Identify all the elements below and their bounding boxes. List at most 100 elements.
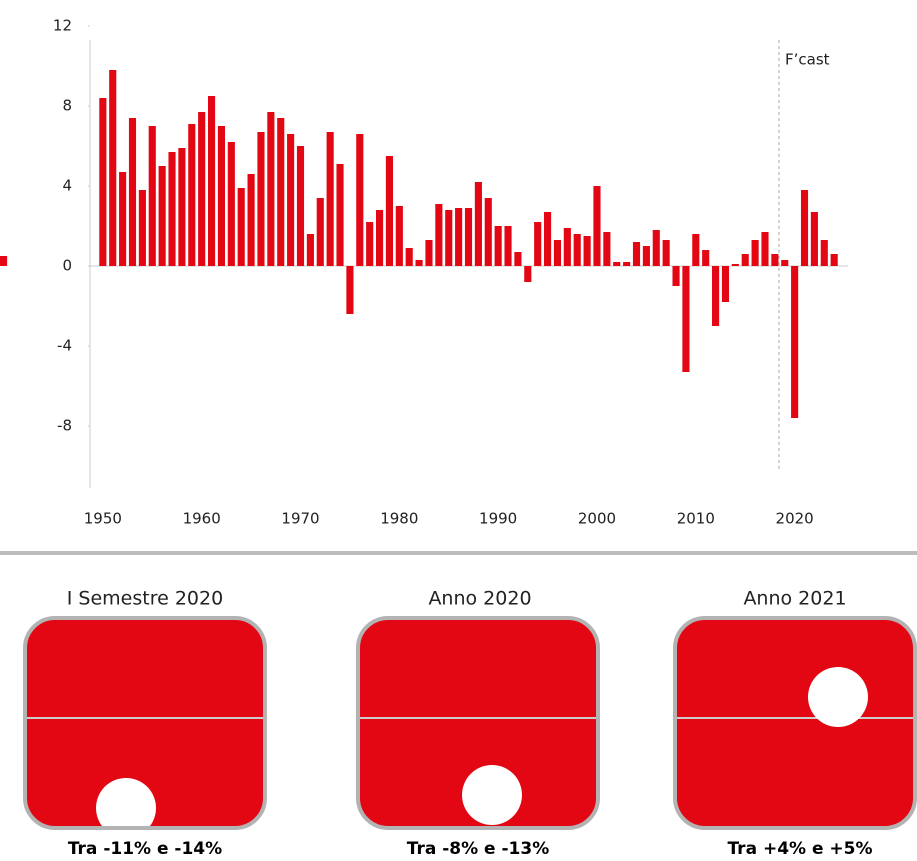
bar [455,208,463,266]
bar [385,156,394,266]
bar [563,228,571,266]
bar [99,98,107,266]
bar [296,146,305,266]
bar [217,126,225,266]
bar [306,234,314,266]
bar [425,240,433,266]
bar [0,256,8,266]
bar [712,266,720,326]
bar [613,262,621,266]
bar [741,254,749,266]
bar [593,186,601,266]
bar [366,222,374,266]
panel-box [673,616,917,830]
bar [642,246,650,266]
bar [464,208,473,266]
x-tick-label: 2010 [677,510,715,528]
panel: I Semestre 2020 Tra -11% e -14% [23,588,267,859]
bar [682,266,690,372]
panel-title: Anno 2020 [428,588,531,610]
bar [227,142,235,266]
bar [504,226,512,266]
x-tick-label: 1970 [281,510,319,528]
bar [267,112,275,266]
bar [474,182,482,266]
panel: Anno 2020 Tra -8% e -13% [356,588,600,859]
bar [800,190,809,266]
panel-title: Anno 2021 [743,588,846,610]
bar [830,254,838,266]
bar [376,210,384,266]
y-tick-label: 0 [62,257,72,275]
x-tick-label: 1960 [183,510,221,528]
bar [623,262,631,266]
bar [188,124,196,266]
bar [761,232,769,266]
bar [553,240,562,266]
bar [781,260,789,266]
bar [148,126,156,266]
x-tick-label: 1980 [380,510,418,528]
bar [435,204,443,266]
bar [128,118,137,266]
bar [573,234,581,266]
bar [544,212,552,266]
x-tick-label: 1990 [479,510,517,528]
panel-box [356,616,600,830]
bar [583,236,591,266]
bar [484,198,492,266]
bar [109,70,117,266]
bar [277,118,285,266]
y-tick-label: 12 [53,17,72,35]
bar [603,232,611,266]
bar [791,266,799,418]
bar [662,240,670,266]
bar [820,240,828,266]
bar [652,230,660,266]
y-tick-label: -8 [57,417,72,435]
bar [198,112,206,266]
bar [336,164,344,266]
bar [721,266,730,302]
bar [702,250,710,266]
bar [445,210,453,266]
panel-label: Tra -8% e -13% [407,839,550,859]
bar [534,222,542,266]
bar [287,134,295,266]
separator [0,551,917,555]
bar [395,206,403,266]
x-tick-label: 2000 [578,510,616,528]
bar [119,172,127,266]
panel-title: I Semestre 2020 [67,588,223,610]
x-tick-label: 2020 [776,510,814,528]
panel: Anno 2021 Tra +4% e +5% [673,588,917,859]
bar [405,248,413,266]
y-tick-label: 8 [62,97,72,115]
bar [356,134,364,266]
panel-label: Tra +4% e +5% [727,839,872,859]
annotation: F’cast [785,51,830,69]
bar [692,234,700,266]
y-tick-label: -4 [57,337,72,355]
bar [168,152,176,266]
bar [158,166,166,266]
bar [731,264,739,266]
bar [346,266,354,314]
bar [326,132,334,266]
bar [494,226,502,266]
y-tick-label: 4 [62,177,72,195]
bar [247,174,255,266]
bar [207,96,216,266]
bar [415,260,423,266]
bar [751,240,759,266]
bar [138,190,146,266]
bar [524,266,532,282]
bar [810,212,818,266]
bar [178,148,186,266]
bar [632,242,641,266]
bar [257,132,265,266]
bar [237,188,245,266]
bar [672,266,680,286]
bar [514,252,522,266]
